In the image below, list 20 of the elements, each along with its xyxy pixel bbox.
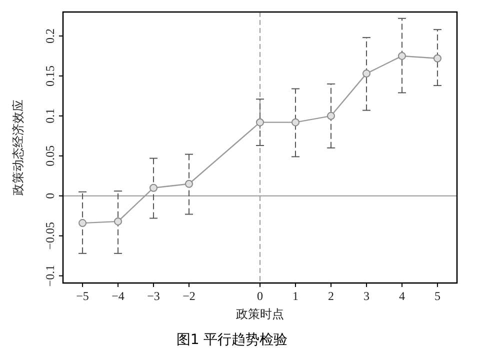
x-tick-label: 1	[292, 289, 298, 303]
text: 图1 平行趋势检验	[176, 332, 288, 348]
x-tick-label: 5	[434, 289, 440, 303]
y-tick-label: 0	[43, 192, 57, 199]
y-tick-label: 0.05	[43, 145, 57, 166]
x-tick-label: −4	[112, 289, 124, 303]
y-tick-label: 0.1	[43, 108, 57, 124]
x-tick-label: 4	[398, 289, 405, 303]
x-tick-label: 0	[257, 289, 263, 303]
y-tick-label: 0.15	[43, 65, 57, 86]
x-tick-label: −2	[182, 289, 196, 303]
y-tick-label: 0.2	[43, 28, 57, 44]
x-axis-title: 政策时点	[236, 307, 284, 321]
y-axis-title: 政策动态经济效应	[11, 100, 25, 196]
x-tick-label: −5	[76, 289, 89, 303]
y-tick-label: −0.1	[43, 264, 57, 287]
x-tick-label: −3	[147, 289, 160, 303]
x-tick-label: 2	[328, 289, 334, 303]
y-tick-label: −0.05	[43, 222, 57, 250]
x-tick-label: 3	[363, 289, 370, 303]
